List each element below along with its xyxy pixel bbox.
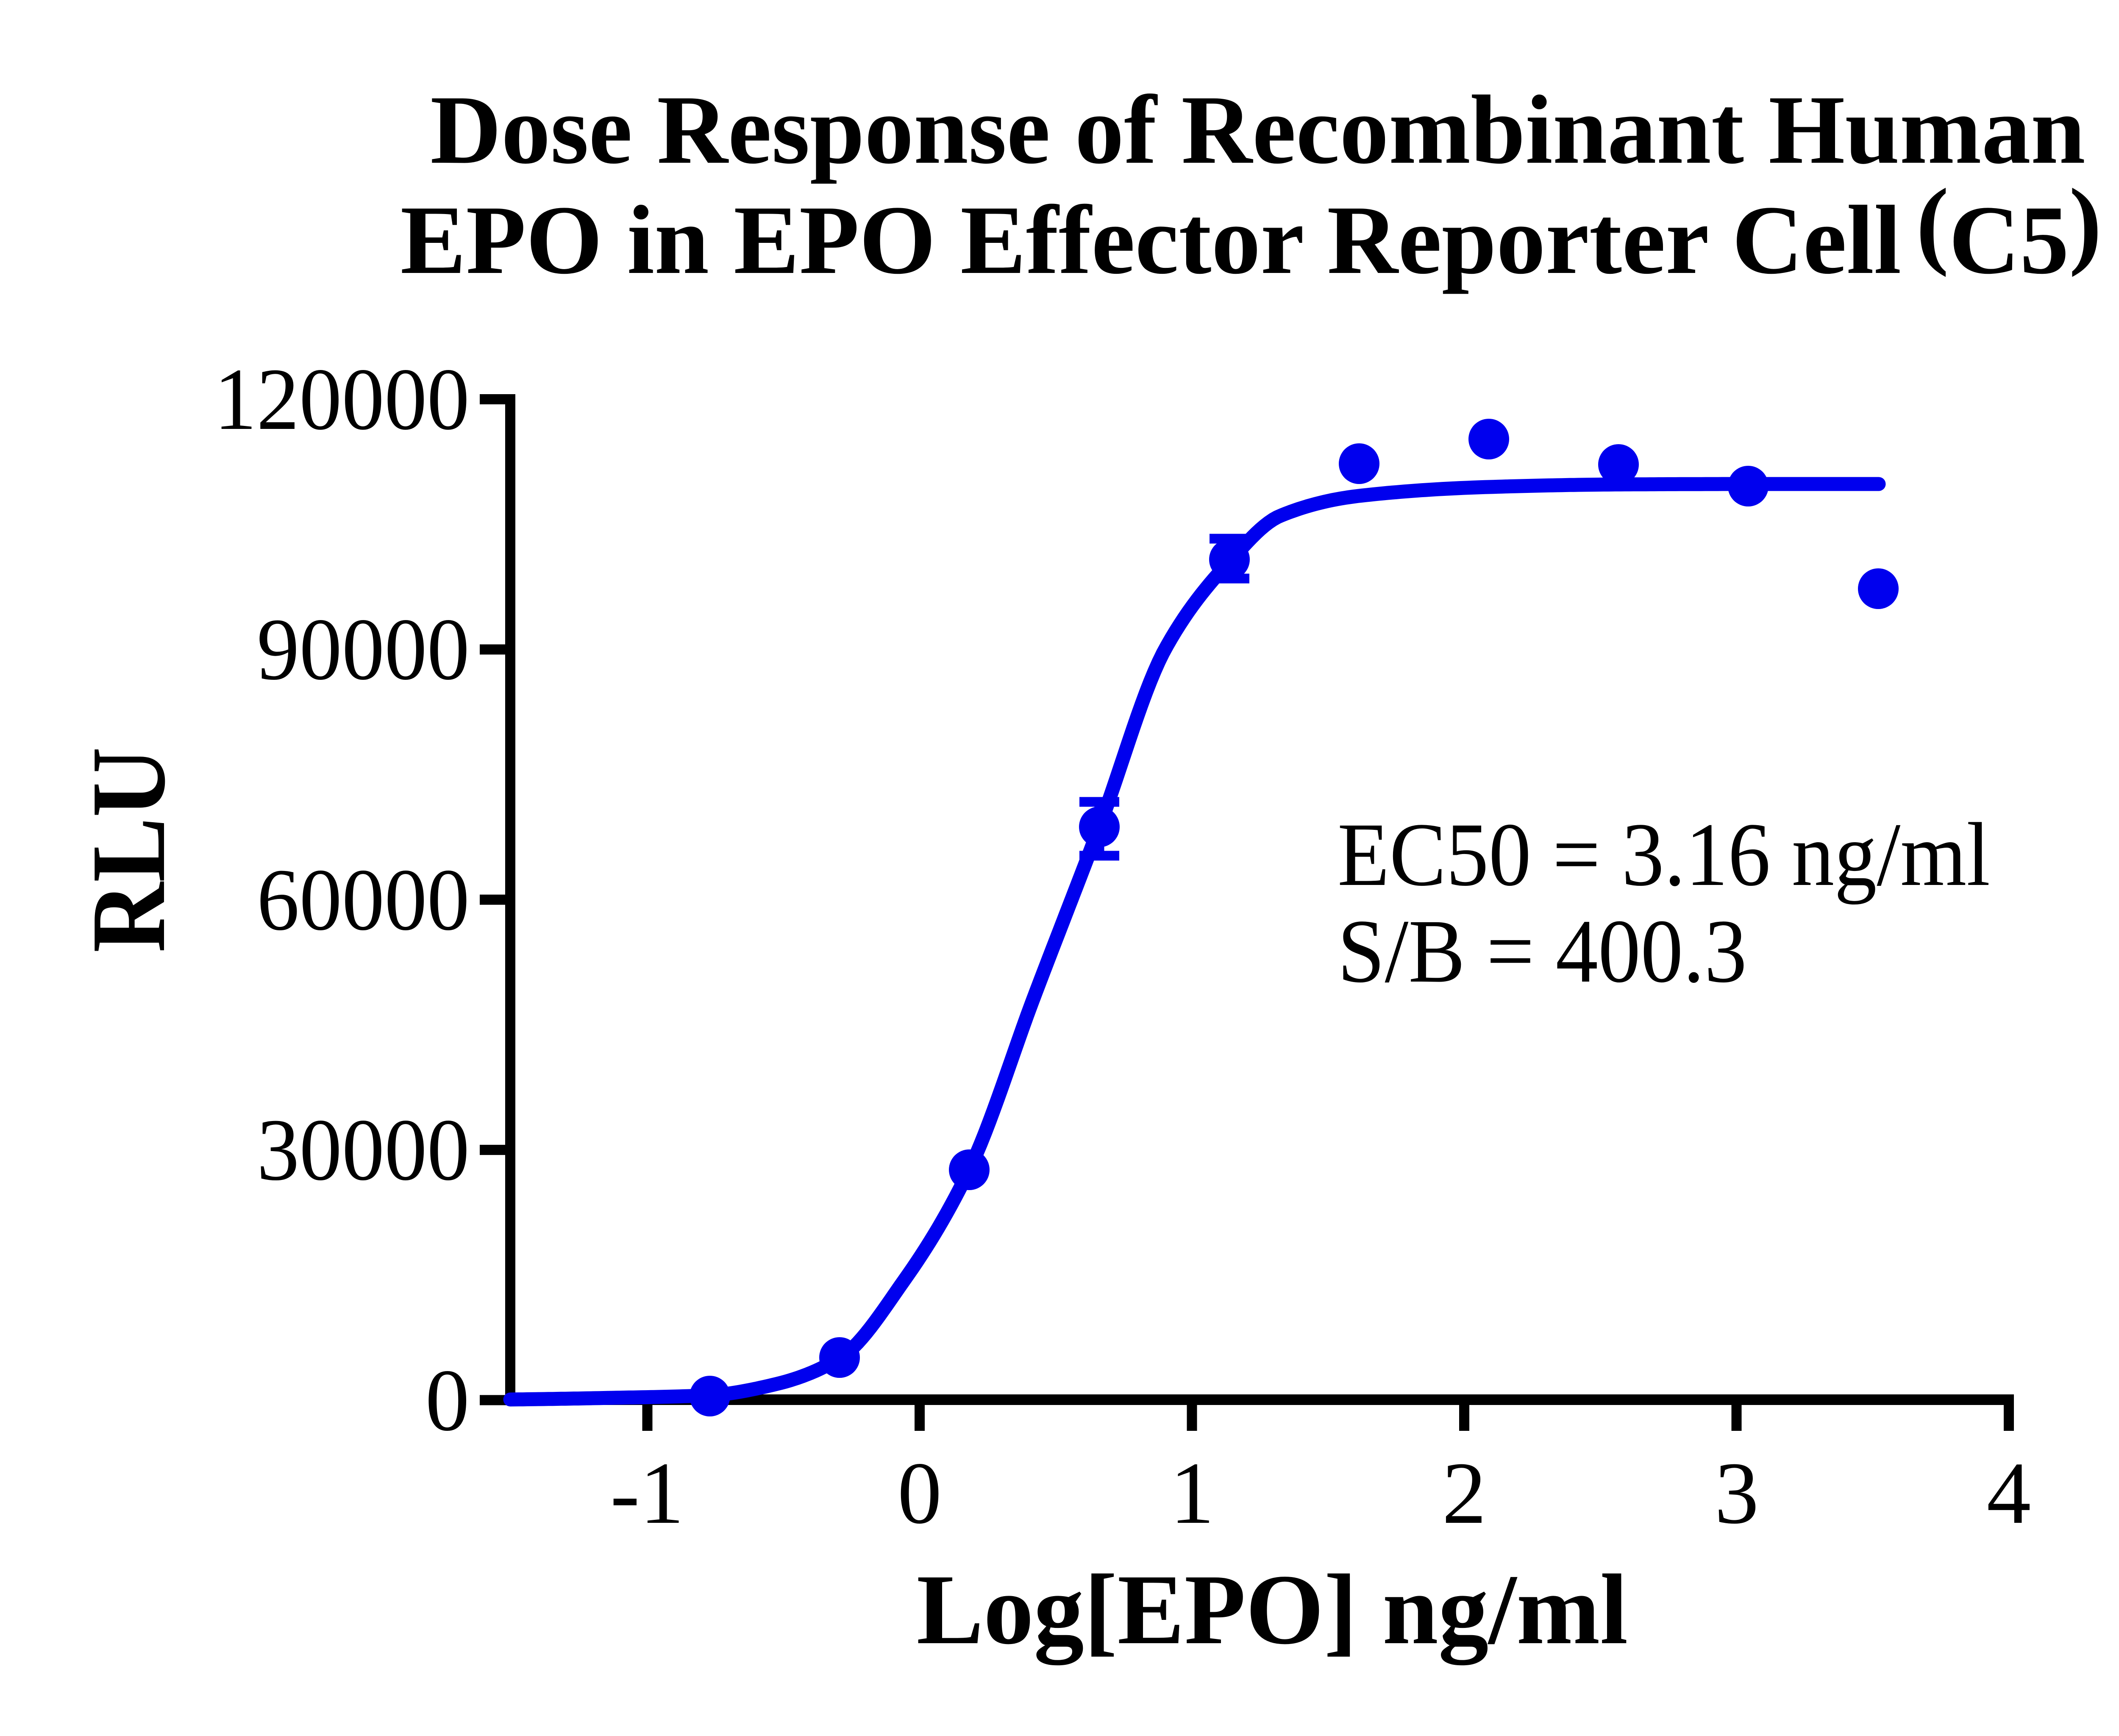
svg-text:EPO in EPO Effector Reporter C: EPO in EPO Effector Reporter Cell (C5) — [400, 169, 2102, 295]
svg-text:-1: -1 — [610, 1444, 684, 1542]
svg-text:EC50 = 3.16 ng/ml: EC50 = 3.16 ng/ml — [1338, 804, 1990, 905]
svg-text:RLU: RLU — [70, 747, 187, 953]
svg-text:30000: 30000 — [257, 1101, 470, 1199]
svg-text:S/B = 400.3: S/B = 400.3 — [1338, 901, 1747, 1002]
svg-text:0: 0 — [898, 1444, 942, 1542]
svg-text:1: 1 — [1170, 1444, 1215, 1542]
svg-text:0: 0 — [425, 1352, 470, 1449]
svg-text:3: 3 — [1715, 1444, 1759, 1542]
svg-text:Log[EPO] ng/ml: Log[EPO] ng/ml — [917, 1554, 1628, 1665]
svg-text:90000: 90000 — [257, 601, 470, 698]
svg-text:4: 4 — [1987, 1444, 2031, 1542]
svg-text:120000: 120000 — [214, 351, 470, 448]
svg-text:2: 2 — [1442, 1444, 1487, 1542]
svg-text:Dose Response of Recombinant H: Dose Response of Recombinant Human — [430, 75, 2085, 184]
svg-text:60000: 60000 — [257, 851, 470, 949]
